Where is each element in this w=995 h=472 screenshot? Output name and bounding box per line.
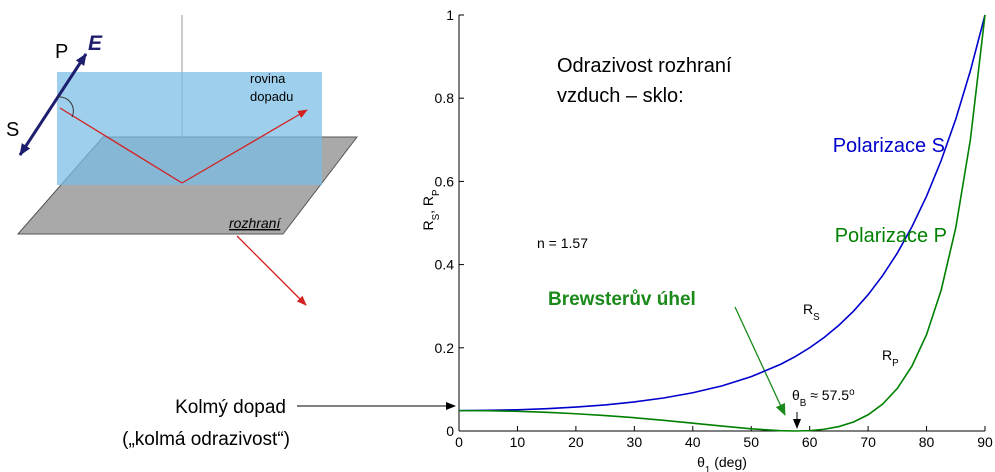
curve-label: Polarizace S xyxy=(833,135,945,157)
n-label: n = 1.57 xyxy=(537,235,588,251)
p-label: P xyxy=(55,41,68,63)
x-tick-label: 90 xyxy=(977,434,993,450)
diagram: P E S rovina dopadu rozhraní Kolmý dopad… xyxy=(6,15,455,450)
refracted-ray xyxy=(237,236,306,305)
y-tick-label: 0.8 xyxy=(435,90,455,106)
rs-label-part: S xyxy=(813,312,820,323)
rs-label-part: R xyxy=(803,301,813,317)
angle-label: θB ≈ 57.5o xyxy=(792,387,855,409)
y-tick-label: 0 xyxy=(446,423,454,439)
x-tick-label: 80 xyxy=(919,434,935,450)
e-label: E xyxy=(88,32,103,55)
figure: P E S rovina dopadu rozhraní Kolmý dopad… xyxy=(0,0,995,472)
x-tick-label: 0 xyxy=(455,434,463,450)
angle-label-part: θ xyxy=(792,387,800,403)
interface-label: rozhraní xyxy=(229,215,282,231)
x-axis-label-part: θ xyxy=(697,454,705,470)
brewster-label: Brewsterův úhel xyxy=(548,289,696,310)
x-tick-label: 20 xyxy=(568,434,584,450)
y-tick-label: 0.6 xyxy=(435,173,455,189)
angle-label-part: o xyxy=(849,387,855,398)
chart-title: vzduch – sklo: xyxy=(557,85,684,107)
x-axis-label-part: (deg) xyxy=(710,454,747,470)
callout-label: („kolmá odrazivost“) xyxy=(122,429,290,450)
brewster-arrow xyxy=(735,307,785,415)
plane-label: rovina xyxy=(250,71,286,86)
y-tick-label: 0.4 xyxy=(435,257,455,273)
data-line xyxy=(459,15,985,431)
angle-label-part: ≈ 57.5 xyxy=(806,387,849,403)
x-tick-label: 60 xyxy=(802,434,818,450)
y-tick-label: 1 xyxy=(446,7,454,23)
y-tick-label: 0.2 xyxy=(435,340,455,356)
chart-title: Odrazivost rozhraní xyxy=(557,55,732,77)
page: P E S rovina dopadu rozhraní Kolmý dopad… xyxy=(0,0,995,472)
y-axis-label: RS, RP xyxy=(420,189,442,231)
x-tick-label: 40 xyxy=(685,434,701,450)
x-axis-label: θ1 (deg) xyxy=(697,454,747,472)
y-axis-label-part: R xyxy=(420,220,436,230)
plane-label: dopadu xyxy=(250,89,293,104)
y-axis-label-part: P xyxy=(431,189,442,196)
y-axis-label-part: , R xyxy=(420,196,436,214)
callout-label: Kolmý dopad xyxy=(175,397,286,418)
rp-label-part: P xyxy=(892,358,899,369)
x-tick-label: 70 xyxy=(860,434,876,450)
rp-label: RP xyxy=(882,347,899,369)
s-label: S xyxy=(6,119,19,141)
curve-label: Polarizace P xyxy=(835,225,947,247)
rp-label-part: R xyxy=(882,347,892,363)
x-tick-label: 10 xyxy=(510,434,526,450)
x-tick-label: 30 xyxy=(627,434,643,450)
rs-label: RS xyxy=(803,301,820,323)
x-tick-label: 50 xyxy=(743,434,759,450)
